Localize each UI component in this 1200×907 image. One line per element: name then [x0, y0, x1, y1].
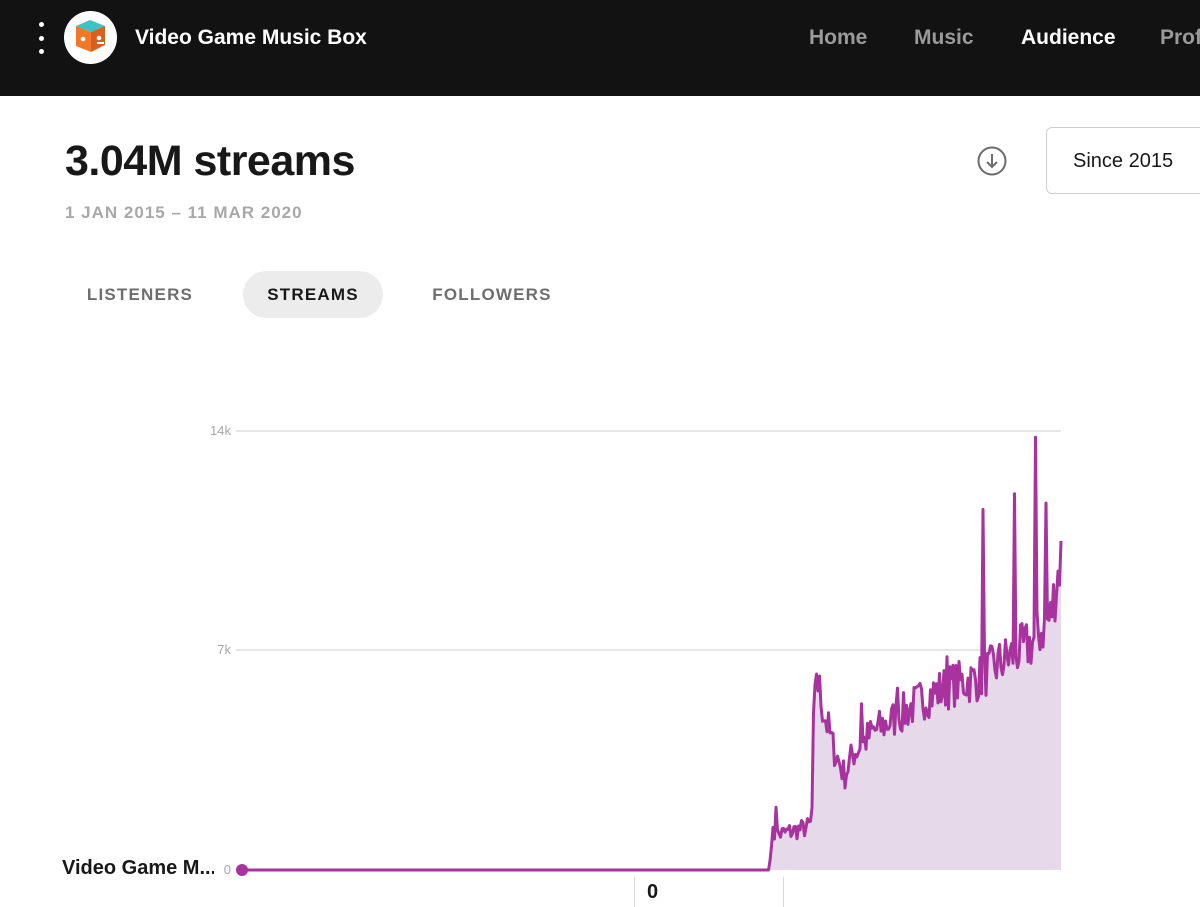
top-nav-bar: Video Game Music Box Home Music Audience… — [0, 0, 1200, 96]
tab-listeners[interactable]: LISTENERS — [86, 284, 194, 304]
date-range-dropdown[interactable]: Since 2015 — [1046, 127, 1200, 194]
nav-home[interactable]: Home — [809, 26, 868, 49]
more-options-icon[interactable] — [30, 22, 52, 54]
tab-followers[interactable]: FOLLOWERS — [432, 284, 552, 304]
streams-area-fill — [242, 437, 1061, 870]
artist-avatar[interactable] — [64, 11, 117, 64]
y-tick-14k: 14k — [210, 423, 231, 438]
total-streams-headline: 3.04M streams — [65, 137, 355, 185]
kebab-dot — [38, 22, 44, 27]
chart-grid — [236, 430, 1061, 651]
series-label: Video Game M... — [62, 857, 214, 879]
streams-chart: 14k 7k 0 — [210, 423, 1063, 877]
hover-tooltip: 0 — [634, 877, 784, 907]
music-box-logo-icon — [76, 20, 105, 52]
series-start-marker — [236, 864, 248, 876]
tooltip-value: 0 — [647, 881, 659, 903]
nav-music[interactable]: Music — [914, 26, 974, 49]
y-tick-0: 0 — [224, 862, 231, 877]
download-icon — [977, 146, 1007, 176]
download-button[interactable] — [977, 146, 1007, 176]
kebab-dot — [38, 49, 44, 54]
nav-audience[interactable]: Audience — [1021, 26, 1116, 49]
kebab-dot — [38, 35, 44, 41]
nav-profile[interactable]: Prof — [1160, 26, 1200, 49]
date-range-dropdown-value: Since 2015 — [1073, 150, 1174, 172]
app-title: Video Game Music Box — [135, 26, 367, 49]
date-range-label: 1 JAN 2015 – 11 MAR 2020 — [65, 203, 303, 222]
tab-streams[interactable]: STREAMS — [243, 271, 383, 318]
streams-series-line — [242, 435, 1063, 872]
y-tick-7k: 7k — [217, 642, 231, 657]
